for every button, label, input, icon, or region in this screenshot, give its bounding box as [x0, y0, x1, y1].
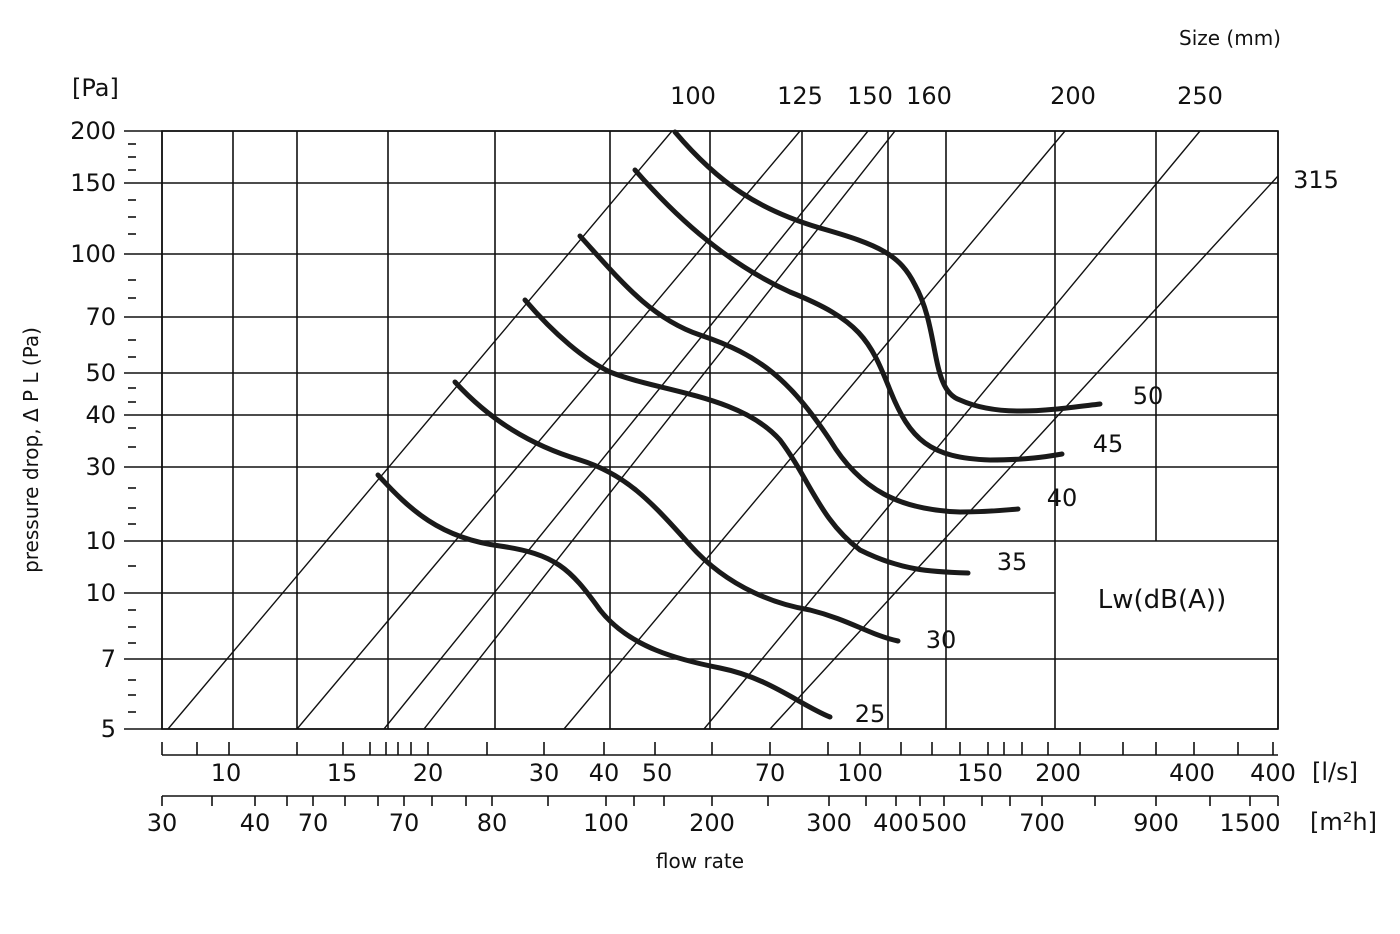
y-axis-title: pressure drop, Δ P L (Pa): [19, 327, 43, 573]
ls-tick-label: 100: [837, 759, 883, 787]
size-label: 250: [1177, 82, 1223, 110]
y-tick-label: 70: [85, 303, 116, 331]
top-size-title: Size (mm): [1179, 26, 1281, 50]
noise-curve-45: [632, 167, 1065, 463]
x-axis-title: flow rate: [656, 849, 744, 873]
m3h-tick-label: 80: [477, 809, 508, 837]
ls-tick-label: 20: [413, 759, 444, 787]
m3h-tick-label: 70: [389, 809, 420, 837]
ls-tick-label: 150: [957, 759, 1003, 787]
ls-tick-label: 40: [589, 759, 620, 787]
ls-tick-label: 30: [529, 759, 560, 787]
y-tick-label: 50: [85, 359, 116, 387]
ls-tick-label: 15: [327, 759, 358, 787]
m3h-tick-label: 100: [583, 809, 629, 837]
size-line-1: [296, 131, 801, 729]
size-label: 200: [1050, 82, 1096, 110]
size-label: 160: [906, 82, 952, 110]
noise-curve-label: 40: [1047, 484, 1078, 512]
size-line-0: [167, 131, 673, 729]
ls-tick-label: 10: [211, 759, 242, 787]
m3h-tick-label: 400: [873, 809, 919, 837]
noise-curve-label: 30: [926, 626, 957, 654]
noise-curve-label: 25: [855, 700, 886, 728]
m3h-tick-label: 300: [806, 809, 852, 837]
m3h-tick-label: 1500: [1219, 809, 1280, 837]
m3h-tick-label: 40: [240, 809, 271, 837]
size-label: 100: [670, 82, 716, 110]
y-tick-label: 200: [70, 117, 116, 145]
grid: [161, 130, 1279, 730]
ls-tick-label: 200: [1035, 759, 1081, 787]
duct-size-lines: 100 125 150 160 200 250 315: [167, 82, 1339, 729]
noise-curve-label: 35: [997, 548, 1028, 576]
size-line-5: [703, 131, 1201, 729]
y-tick-label: 10: [85, 579, 116, 607]
noise-curve-30: [452, 379, 901, 644]
noise-curve-35: [522, 297, 971, 576]
y-tick-label: 10: [85, 527, 116, 555]
ls-tick-label: 70: [755, 759, 786, 787]
ls-tick-label: 50: [642, 759, 673, 787]
y-unit-label: [Pa]: [72, 74, 119, 102]
ls-unit-label: [l/s]: [1312, 758, 1358, 786]
noise-curve-label: 50: [1133, 382, 1164, 410]
size-label: 150: [847, 82, 893, 110]
size-label: 125: [777, 82, 823, 110]
m3h-unit-label: [m²h]: [1310, 808, 1377, 836]
ls-tick-label: 400: [1250, 759, 1296, 787]
m3h-tick-label: 30: [147, 809, 178, 837]
y-tick-label: 30: [85, 453, 116, 481]
y-tick-label: 5: [101, 715, 116, 743]
noise-curve-label: 45: [1093, 430, 1124, 458]
noise-curve-40: [577, 233, 1021, 515]
size-line-4: [563, 131, 1066, 729]
y-tick-label: 150: [70, 169, 116, 197]
legend-label: Lw(dB(A)): [1098, 585, 1226, 615]
m3h-tick-label: 500: [921, 809, 967, 837]
axes: 200 150 100 70 50 40 30 10 10 7 5 10 15 20 30 40 50 70 100…: [70, 117, 1296, 837]
size-line-2: [383, 131, 869, 729]
m3h-tick-label: 200: [689, 809, 735, 837]
m3h-tick-label: 900: [1133, 809, 1179, 837]
noise-curve-50: [672, 129, 1103, 414]
noise-level-curves: 25 30 35 40 45 50: [375, 129, 1164, 728]
y-tick-label: 40: [85, 401, 116, 429]
noise-curve-25: [375, 472, 833, 720]
size-line-6: [769, 175, 1278, 729]
ls-tick-label: 400: [1169, 759, 1215, 787]
y-tick-label: 7: [101, 645, 116, 673]
m3h-tick-label: 700: [1019, 809, 1065, 837]
y-tick-label: 100: [70, 240, 116, 268]
m3h-tick-label: 70: [298, 809, 329, 837]
size-line-3: [423, 131, 896, 729]
size-label: 315: [1293, 166, 1339, 194]
